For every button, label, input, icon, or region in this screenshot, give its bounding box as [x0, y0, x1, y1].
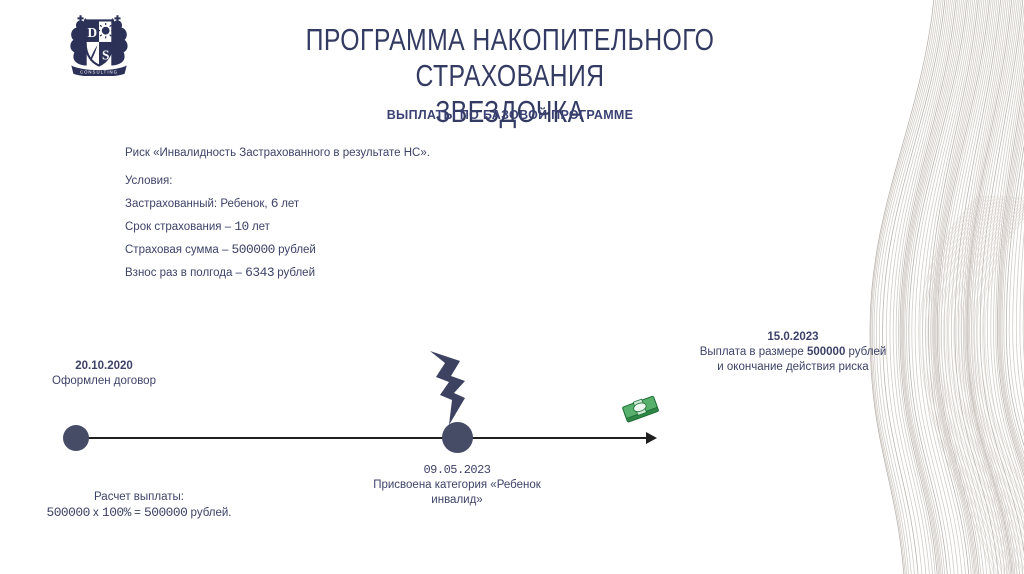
risk-line: Риск «Инвалидность Застрахованного в рез…: [125, 147, 430, 159]
logo-letter-d: D: [88, 25, 98, 40]
event-start-label: 20.10.2020 Оформлен договор: [18, 359, 190, 389]
logo-banner-text: CONSULTING: [80, 70, 118, 75]
slide-title: ПРОГРАММА НАКОПИТЕЛЬНОГО СТРАХОВАНИЯ ЗВЕ…: [150, 22, 870, 130]
timeline-arrowhead-icon: [646, 432, 657, 444]
conditions-heading: Условия:: [125, 175, 173, 187]
event-start-text: Оформлен договор: [52, 375, 156, 387]
calc-formula: 500000 х 100% = 500000 рублей.: [46, 505, 232, 520]
logo-letter-s: S: [102, 47, 109, 62]
logo-quill-icon: [89, 45, 98, 61]
money-icon: [622, 395, 659, 423]
timeline-dot-mid: [442, 422, 473, 453]
event-end-date: 15.0.2023: [767, 331, 819, 343]
conditions-block: Риск «Инвалидность Застрахованного в рез…: [125, 146, 430, 289]
event-end-label: 15.0.2023 Выплата в размере 500000 рубле…: [695, 330, 891, 375]
event-mid-text-line2: инвалид»: [431, 494, 483, 506]
lightning-icon: [430, 351, 465, 425]
title-line-1: ПРОГРАММА НАКОПИТЕЛЬНОГО СТРАХОВАНИЯ: [305, 22, 715, 93]
event-end-text-line3: и окончание действия риска: [717, 361, 869, 373]
condition-premium: Взнос раз в полгода – 6343 рублей: [125, 265, 315, 280]
title-line-2: ЗВЕЗДОЧКА: [435, 94, 585, 129]
calc-title: Расчет выплаты:: [94, 491, 184, 503]
event-mid-label: 09.05.2023 Присвоена категория «Ребенок …: [357, 463, 557, 508]
event-start-date: 20.10.2020: [75, 360, 133, 372]
timeline-axis: [76, 437, 648, 439]
payout-calculation: Расчет выплаты: 500000 х 100% = 500000 р…: [37, 489, 241, 521]
condition-insured: Застрахованный: Ребенок, 6 лет: [125, 196, 300, 211]
timeline-dot-start: [63, 425, 89, 451]
event-mid-date: 09.05.2023: [423, 463, 491, 477]
payout-amount: 500000: [806, 346, 846, 358]
condition-sum: Страховая сумма – 500000 рублей: [125, 242, 316, 257]
company-logo-crest-icon: D S CONSULTING: [70, 15, 128, 76]
condition-term: Срок страхования – 10 лет: [125, 219, 270, 234]
event-mid-text-line1: Присвоена категория «Ребенок: [373, 479, 541, 491]
event-end-text-line2: Выплата в размере 500000 рублей: [699, 346, 887, 358]
slide-subtitle: ВЫПЛАТЫ ПО БАЗОВОЙ ПРОГРАММЕ: [386, 108, 634, 122]
logo-sun-icon: [97, 22, 114, 39]
